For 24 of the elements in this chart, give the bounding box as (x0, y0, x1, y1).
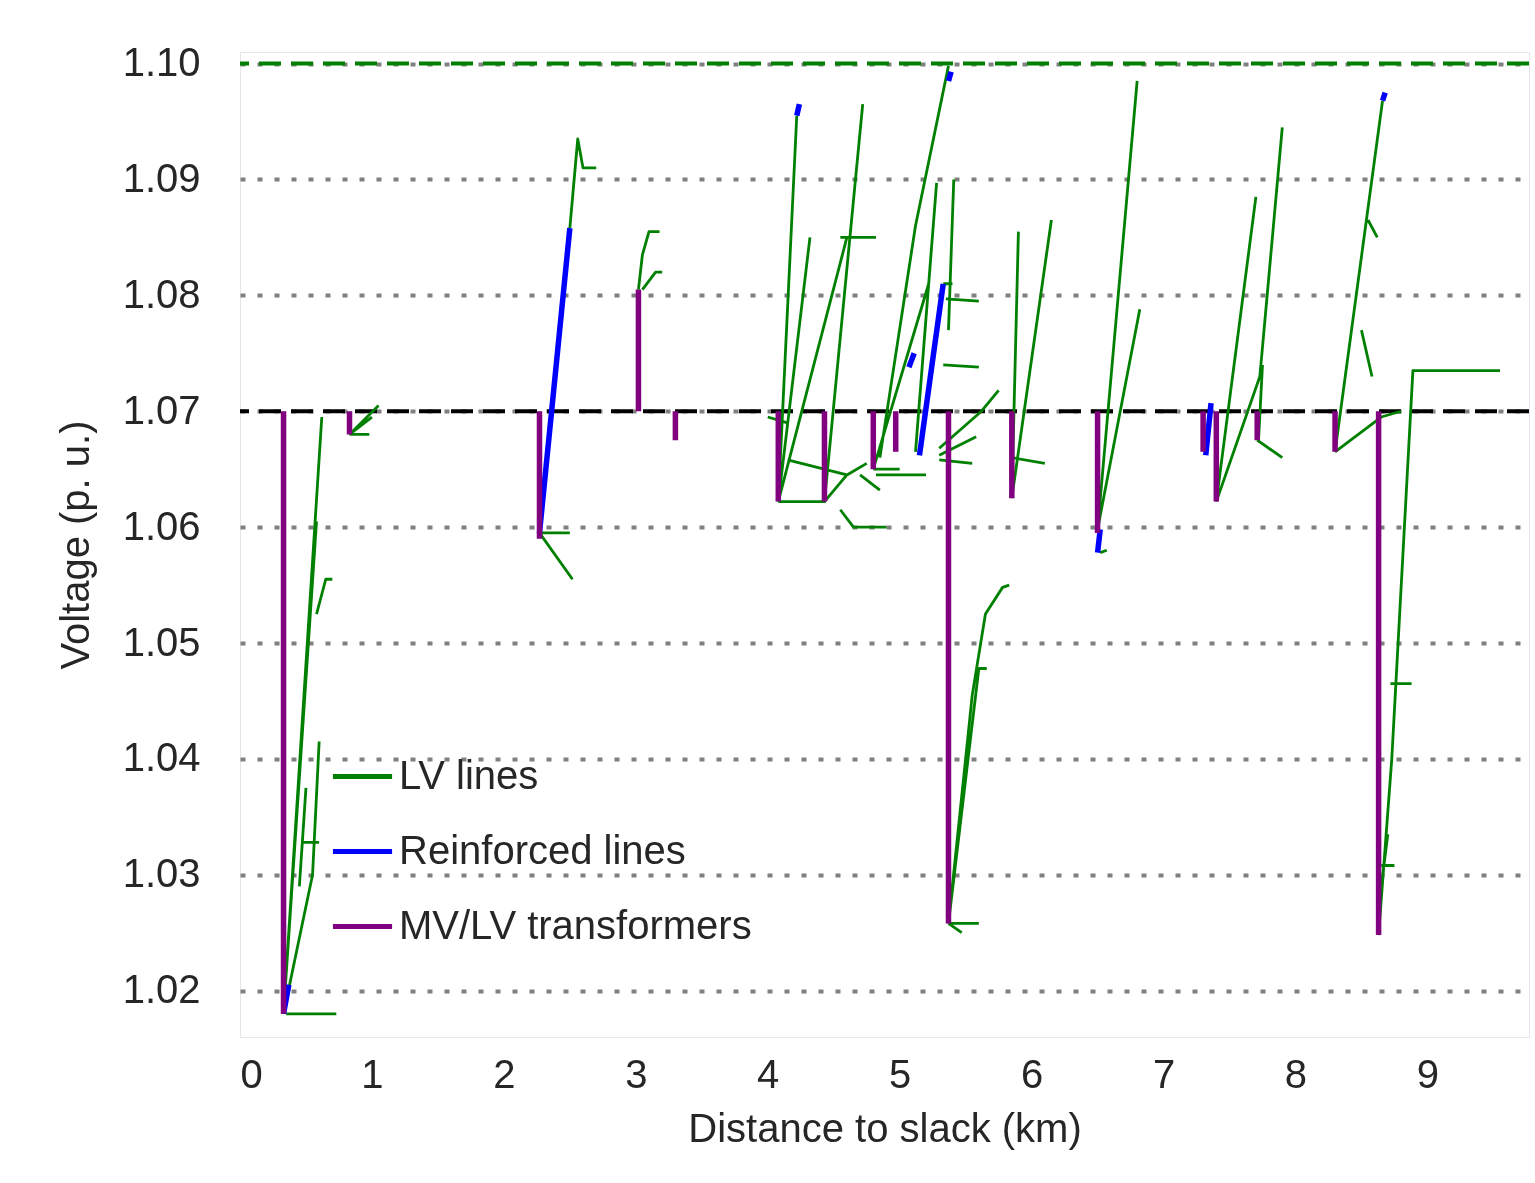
x-tick-label: 1 (361, 1051, 384, 1096)
legend-label: Reinforced lines (399, 827, 686, 872)
legend-label: MV/LV transformers (399, 902, 752, 947)
x-tick-label: 5 (889, 1051, 912, 1096)
y-tick-label: 1.08 (122, 271, 201, 316)
y-axis-title: Voltage (p. u.) (52, 420, 97, 670)
x-tick-label: 7 (1152, 1051, 1176, 1096)
y-tick-label: 1.09 (122, 155, 201, 200)
x-tick-label: 0 (240, 1051, 263, 1096)
y-tick-label: 1.05 (122, 619, 201, 664)
y-tick-label: 1.04 (122, 735, 201, 780)
legend-label: LV lines (399, 752, 539, 797)
y-tick-label: 1.07 (122, 387, 201, 432)
x-tick-label: 4 (757, 1051, 780, 1096)
y-tick-label: 1.03 (122, 851, 201, 896)
x-tick-label: 8 (1284, 1051, 1308, 1096)
x-tick-label: 3 (625, 1051, 648, 1096)
x-axis-title: Distance to slack (km) (688, 1105, 1082, 1150)
x-tick-label: 2 (493, 1051, 516, 1096)
x-tick-label: 6 (1020, 1051, 1044, 1096)
y-tick-label: 1.06 (122, 503, 201, 548)
y-tick-label: 1.10 (122, 40, 201, 85)
y-tick-label: 1.02 (122, 967, 201, 1012)
x-tick-label: 9 (1416, 1051, 1440, 1096)
